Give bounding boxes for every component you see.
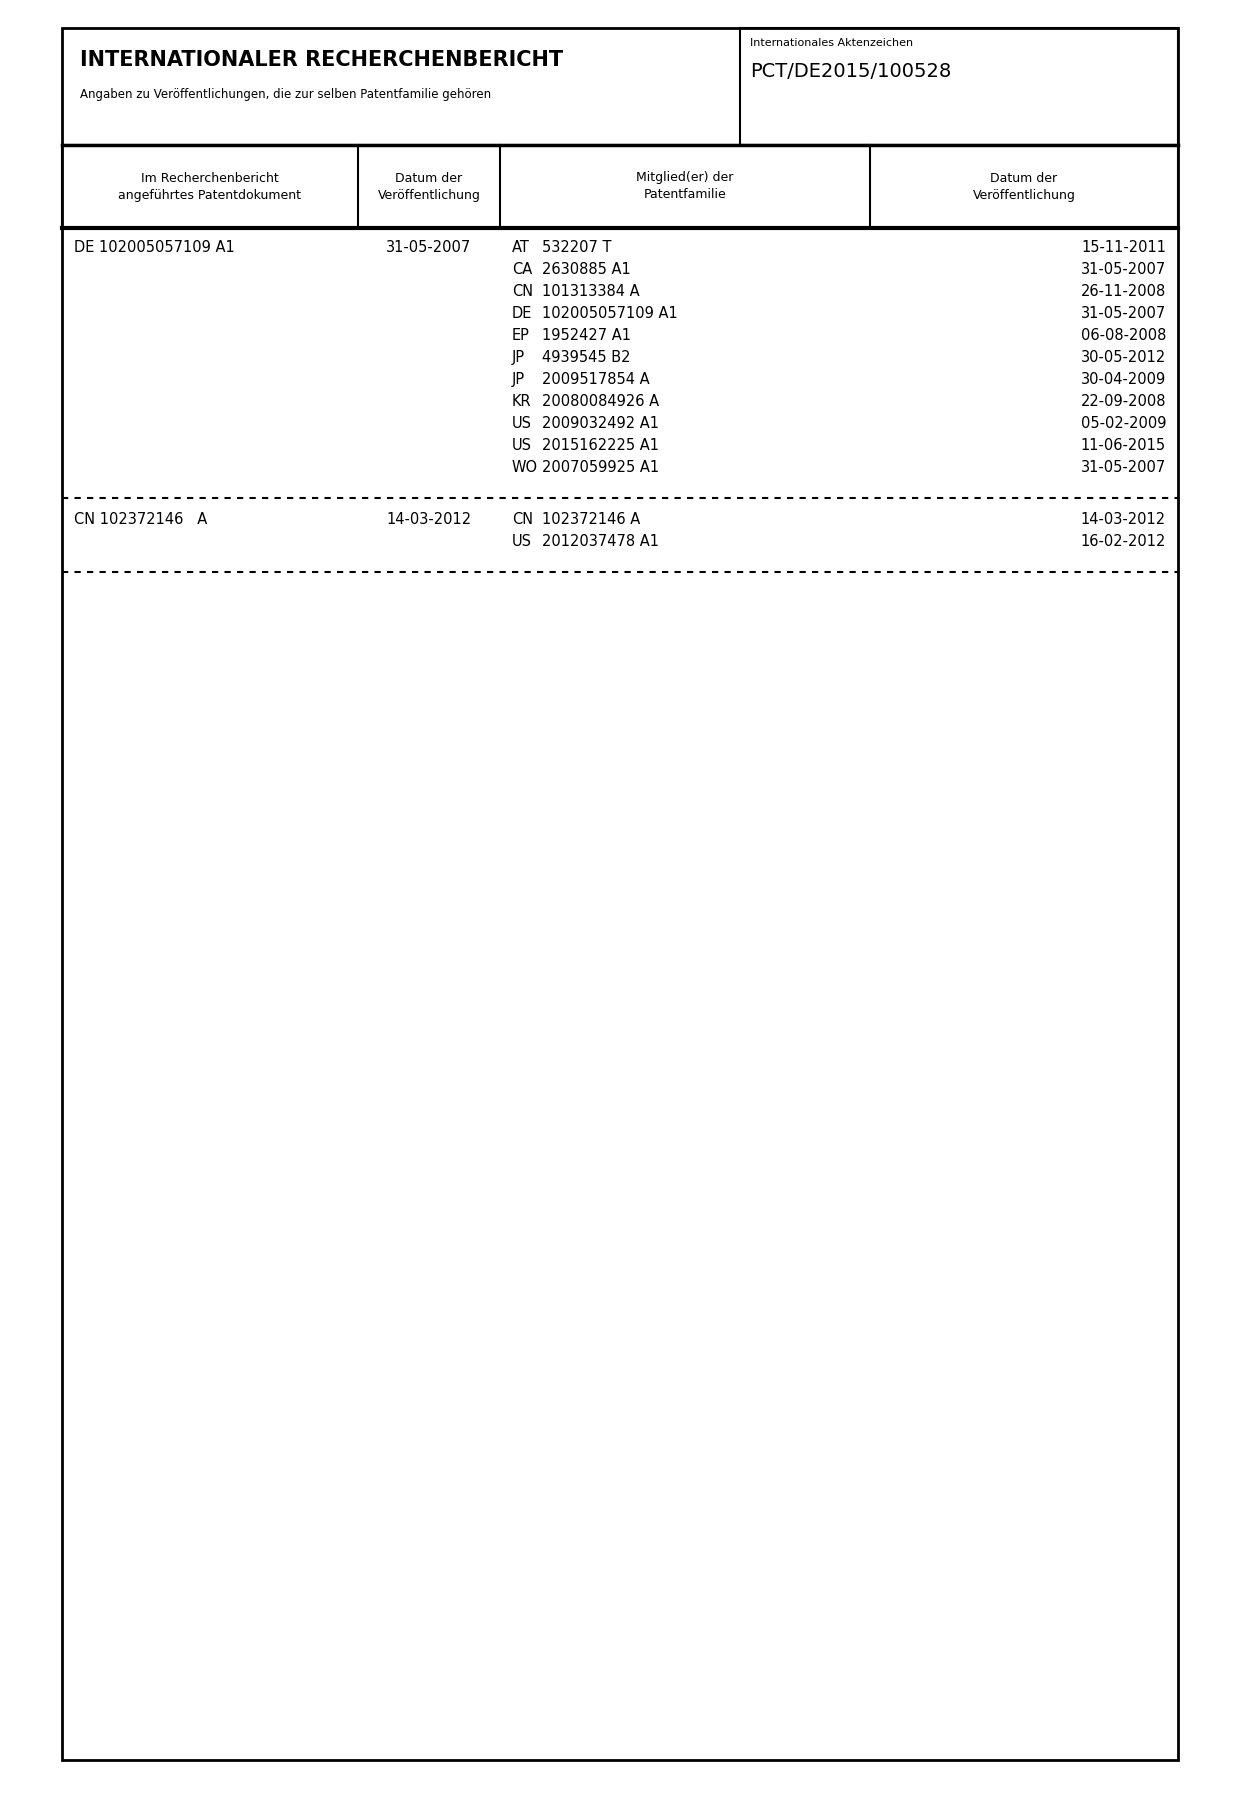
Text: 31-05-2007: 31-05-2007 <box>387 241 471 255</box>
Text: PCT/DE2015/100528: PCT/DE2015/100528 <box>750 62 951 81</box>
Text: 31-05-2007: 31-05-2007 <box>1081 460 1166 474</box>
Text: 06-08-2008: 06-08-2008 <box>1080 328 1166 342</box>
Text: 102005057109 A1: 102005057109 A1 <box>542 306 678 321</box>
Text: 2009517854 A: 2009517854 A <box>542 371 650 388</box>
Text: 14-03-2012: 14-03-2012 <box>1081 513 1166 527</box>
Text: Datum der
Veröffentlichung: Datum der Veröffentlichung <box>972 172 1075 201</box>
Text: 20080084926 A: 20080084926 A <box>542 395 660 409</box>
Text: INTERNATIONALER RECHERCHENBERICHT: INTERNATIONALER RECHERCHENBERICHT <box>81 51 563 71</box>
Text: 30-04-2009: 30-04-2009 <box>1081 371 1166 388</box>
Bar <box>740 27 1178 145</box>
Text: CN: CN <box>512 513 533 527</box>
Text: 532207 T: 532207 T <box>542 241 611 255</box>
Text: 2630885 A1: 2630885 A1 <box>542 263 631 277</box>
Text: 11-06-2015: 11-06-2015 <box>1081 438 1166 453</box>
Text: Datum der
Veröffentlichung: Datum der Veröffentlichung <box>377 172 480 201</box>
Text: Mitglied(er) der
Patentfamilie: Mitglied(er) der Patentfamilie <box>636 172 734 201</box>
Text: 31-05-2007: 31-05-2007 <box>1081 263 1166 277</box>
Text: EP: EP <box>512 328 529 342</box>
Text: 26-11-2008: 26-11-2008 <box>1081 284 1166 299</box>
Text: 102372146 A: 102372146 A <box>542 513 640 527</box>
Text: CA: CA <box>512 263 532 277</box>
Bar <box>62 145 1178 228</box>
Text: 05-02-2009: 05-02-2009 <box>1080 417 1166 431</box>
Text: 31-05-2007: 31-05-2007 <box>1081 306 1166 321</box>
Text: 22-09-2008: 22-09-2008 <box>1080 395 1166 409</box>
Text: CN: CN <box>512 284 533 299</box>
Text: CN 102372146   A: CN 102372146 A <box>74 513 207 527</box>
Text: AT: AT <box>512 241 529 255</box>
Text: 4939545 B2: 4939545 B2 <box>542 350 630 366</box>
Text: JP: JP <box>512 371 525 388</box>
Text: 2009032492 A1: 2009032492 A1 <box>542 417 658 431</box>
Text: 1952427 A1: 1952427 A1 <box>542 328 631 342</box>
Text: WO: WO <box>512 460 538 474</box>
Text: 15-11-2011: 15-11-2011 <box>1081 241 1166 255</box>
Text: 2007059925 A1: 2007059925 A1 <box>542 460 660 474</box>
Text: 2012037478 A1: 2012037478 A1 <box>542 534 658 549</box>
Text: 30-05-2012: 30-05-2012 <box>1081 350 1166 366</box>
Text: DE 102005057109 A1: DE 102005057109 A1 <box>74 241 234 255</box>
Text: 2015162225 A1: 2015162225 A1 <box>542 438 658 453</box>
Text: JP: JP <box>512 350 525 366</box>
Text: DE: DE <box>512 306 532 321</box>
Text: Angaben zu Veröffentlichungen, die zur selben Patentfamilie gehören: Angaben zu Veröffentlichungen, die zur s… <box>81 89 491 101</box>
Text: US: US <box>512 438 532 453</box>
Text: 16-02-2012: 16-02-2012 <box>1080 534 1166 549</box>
Text: 14-03-2012: 14-03-2012 <box>387 513 471 527</box>
Text: US: US <box>512 534 532 549</box>
Text: US: US <box>512 417 532 431</box>
Text: Im Recherchenbericht
angeführtes Patentdokument: Im Recherchenbericht angeführtes Patentd… <box>119 172 301 201</box>
Text: KR: KR <box>512 395 532 409</box>
Text: 101313384 A: 101313384 A <box>542 284 640 299</box>
Text: Internationales Aktenzeichen: Internationales Aktenzeichen <box>750 38 913 49</box>
